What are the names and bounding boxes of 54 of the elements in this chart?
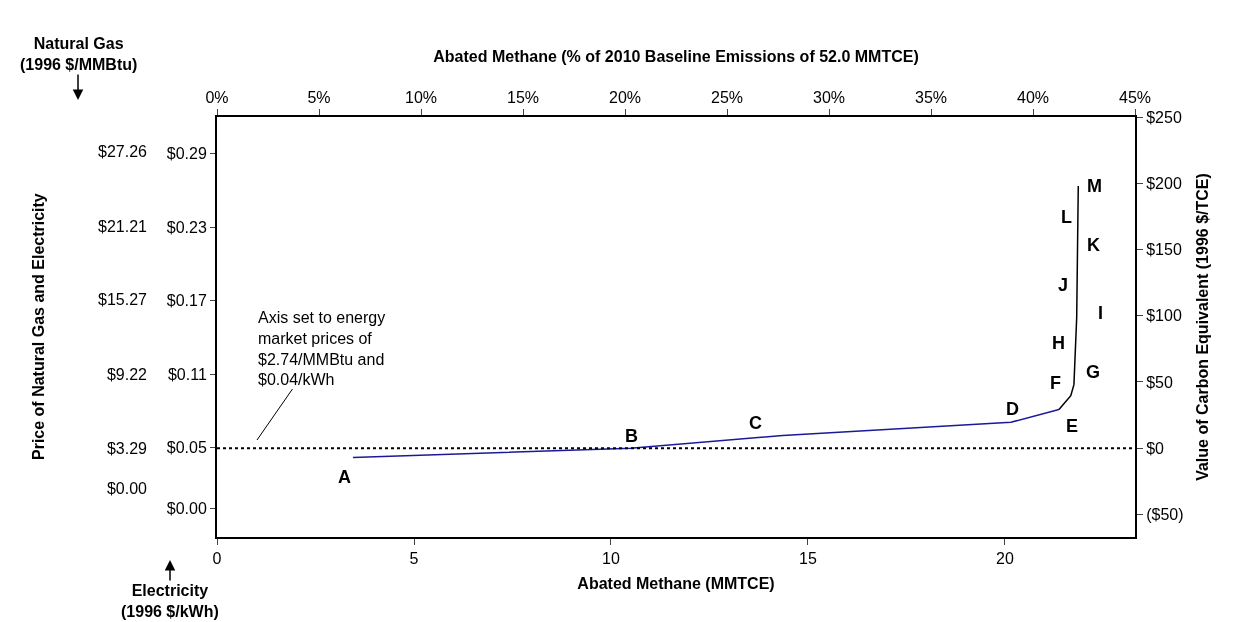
y-tick-label: $0.00 <box>166 500 207 518</box>
annotation: E <box>1066 416 1079 436</box>
text: Electricity (1996 $/kWh) <box>121 582 219 620</box>
x-tick-label: 10 <box>602 550 620 568</box>
y2-tick-label: $0 <box>1146 439 1165 457</box>
y2-tick-label: $200 <box>1146 174 1182 192</box>
x-tick-label: 15 <box>799 550 817 568</box>
annotation: G <box>1086 362 1101 382</box>
y-tick-label: $0.11 <box>167 365 207 383</box>
x2-tick-label: 25% <box>710 88 744 106</box>
y2-tick-label: $150 <box>1146 241 1182 259</box>
y2-tick-label: $50 <box>1146 373 1173 391</box>
annotation: J <box>1058 275 1069 295</box>
y-tick-label: $0.17 <box>166 292 207 310</box>
annotation: C <box>749 413 762 433</box>
y3-tick-label: $9.22 <box>106 366 148 384</box>
x-tick-label: 0 <box>212 550 222 568</box>
x2-tick-label: 35% <box>914 88 948 106</box>
x-tick-label: 20 <box>996 550 1014 568</box>
x2-tick-label: 40% <box>1016 88 1050 106</box>
annotation: M <box>1087 176 1102 196</box>
x2-tick-label: 5% <box>307 88 331 106</box>
y2-tick-label: $250 <box>1146 108 1182 126</box>
annotation: F <box>1050 373 1061 393</box>
annotation: L <box>1061 207 1072 227</box>
annotation: H <box>1052 333 1065 353</box>
annotation: I <box>1098 303 1104 323</box>
text: Natural Gas (1996 $/MMBtu) <box>20 35 138 73</box>
y3-tick-label: $3.29 <box>106 439 148 457</box>
y-axis-title: Price of Natural Gas and Electricity <box>30 193 47 460</box>
x2-tick-label: 10% <box>404 88 438 106</box>
y-tick-label: $0.23 <box>166 218 207 236</box>
y3-tick-label: $27.26 <box>98 142 148 160</box>
x2-tick-label: 0% <box>205 88 229 106</box>
y-tick-label: $0.05 <box>166 439 207 457</box>
y2-tick-label: $100 <box>1146 307 1182 325</box>
x2-axis-title: Abated Methane (% of 2010 Baseline Emissions of 52.0 MMTCE) <box>433 48 919 65</box>
annotation: A <box>338 467 351 487</box>
annotation: D <box>1006 399 1019 419</box>
x-tick-label: 5 <box>409 550 419 568</box>
y2-axis-title: Value of Carbon Equivalent (1996 $/TCE) <box>1193 173 1211 481</box>
x2-tick-label: 30% <box>812 88 846 106</box>
x2-tick-label: 45% <box>1118 88 1152 106</box>
x-axis-title: Abated Methane (MMTCE) <box>577 575 775 593</box>
y3-tick-label: $21.21 <box>98 217 148 235</box>
x2-tick-label: 20% <box>608 88 642 106</box>
x2-tick-label: 15% <box>506 88 540 106</box>
y2-tick-label: ($50) <box>1146 506 1184 524</box>
annotation: K <box>1087 235 1100 255</box>
y-tick-label: $0.29 <box>166 145 207 163</box>
annotation: B <box>625 426 638 446</box>
y3-tick-label: $15.27 <box>98 291 148 309</box>
y3-tick-label: $0.00 <box>106 480 148 498</box>
annotation: Axis set to energy market prices of $2.74/MMBtu and $0.04/kWh <box>258 309 386 389</box>
